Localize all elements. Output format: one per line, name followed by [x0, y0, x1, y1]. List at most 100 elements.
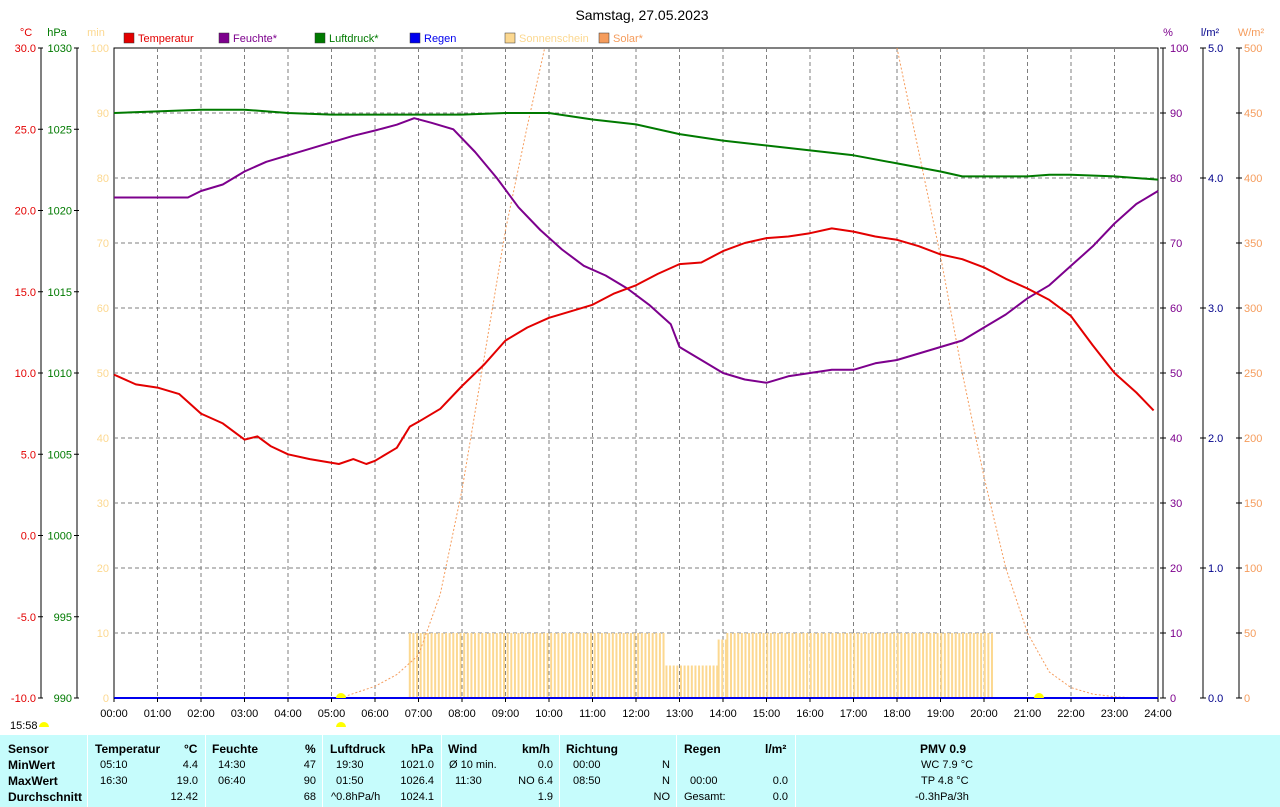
sunshine-tick-label: 30 — [97, 498, 109, 510]
row-label-max: MaxWert — [8, 774, 58, 788]
sunset-marker — [1034, 693, 1044, 698]
right-axes: 10090807060504030201005.04.03.02.01.00.0… — [1160, 43, 1262, 705]
row-label-min: MinWert — [8, 758, 56, 772]
solar-line-evening — [896, 47, 1137, 699]
temp-unit: °C — [20, 27, 32, 39]
solar-tick-label: 300 — [1244, 303, 1262, 315]
sunshine-tick-label: 50 — [97, 368, 109, 380]
grid — [113, 47, 1159, 699]
temperature-min-time: 05:10 — [100, 759, 128, 771]
legend-swatch — [314, 32, 326, 44]
rain-tick-label: 2.0 — [1208, 433, 1223, 445]
x-tick-label: 23:00 — [1101, 708, 1129, 720]
legend-label: Regen — [424, 33, 456, 45]
series-lines — [113, 47, 1159, 699]
sunshine-tick-label: 40 — [97, 433, 109, 445]
x-tick-label: 10:00 — [535, 708, 563, 720]
humidity-tick-label: 10 — [1170, 628, 1182, 640]
sunshine-tick-label: 60 — [97, 303, 109, 315]
sunshine-unit: min — [87, 27, 105, 39]
pressure-tick-label: 1005 — [48, 449, 72, 461]
temperature-line — [113, 227, 1155, 465]
row-label-avg: Durchschnitt — [8, 790, 83, 804]
legend-swatch — [409, 32, 421, 44]
wind-avg: 1.9 — [537, 791, 553, 803]
x-tick-label: 16:00 — [796, 708, 824, 720]
temperature-header: Temperatur — [95, 742, 161, 756]
direction-header: Richtung — [566, 742, 618, 756]
legend-label: Solar* — [613, 33, 644, 45]
pmv-header: PMV 0.9 — [920, 742, 967, 756]
wind-chill: WC 7.9 °C — [921, 759, 974, 771]
axis-units: °C hPa min% l/m² W/m² — [20, 27, 1265, 39]
rain-max: 0.0 — [772, 775, 788, 787]
temp-tick-label: 5.0 — [21, 449, 36, 461]
rain-total-label: Gesamt: — [684, 791, 726, 803]
wind-min: 0.0 — [537, 759, 553, 771]
sunrise-marker — [336, 722, 346, 727]
humidity-tick-label: 70 — [1170, 238, 1182, 250]
temp-tick-label: 20.0 — [15, 206, 36, 218]
x-tick-label: 05:00 — [318, 708, 346, 720]
pressure-trend: ^0.8hPa/h — [331, 791, 381, 803]
pressure-avg: 1024.1 — [400, 791, 434, 803]
wind-min-label: Ø 10 min. — [449, 759, 497, 771]
pressure-tick-label: 990 — [54, 693, 72, 705]
x-tick-label: 08:00 — [448, 708, 476, 720]
x-tick-label: 00:00 — [100, 708, 128, 720]
legend-label: Sonnenschein — [519, 33, 589, 45]
rain-total: 0.0 — [772, 791, 788, 803]
solar-tick-label: 200 — [1244, 433, 1262, 445]
left-axes: 30.025.020.015.010.05.00.0-5.0-10.010301… — [11, 43, 109, 705]
legend-swatch — [218, 32, 230, 44]
solar-line-morning — [340, 47, 546, 699]
rain-unit: l/m² — [765, 742, 787, 756]
solar-tick-label: 350 — [1244, 238, 1262, 250]
dew-point: TP 4.8 °C — [921, 775, 969, 787]
humidity-tick-label: 60 — [1170, 303, 1182, 315]
sunshine-tick-label: 70 — [97, 238, 109, 250]
humidity-tick-label: 50 — [1170, 368, 1182, 380]
pressure-tick-label: 1015 — [48, 287, 72, 299]
solar-tick-label: 50 — [1244, 628, 1256, 640]
legend-label: Luftdruck* — [329, 33, 379, 45]
humidity-min-time: 14:30 — [218, 759, 246, 771]
solar-tick-label: 400 — [1244, 173, 1262, 185]
pressure-min-time: 19:30 — [336, 759, 364, 771]
humidity-tick-label: 30 — [1170, 498, 1182, 510]
solar-tick-label: 150 — [1244, 498, 1262, 510]
solar-unit: W/m² — [1238, 27, 1265, 39]
rain-header: Regen — [684, 742, 721, 756]
x-tick-label: 03:00 — [231, 708, 259, 720]
humidity-max-time: 06:40 — [218, 775, 246, 787]
sunshine-tick-label: 90 — [97, 108, 109, 120]
pressure-tick-label: 995 — [54, 612, 72, 624]
pressure-tick-label: 1020 — [48, 206, 72, 218]
solar-tick-label: 0 — [1244, 693, 1250, 705]
x-tick-label: 19:00 — [927, 708, 955, 720]
x-tick-label: 20:00 — [970, 708, 998, 720]
humidity-tick-label: 40 — [1170, 433, 1182, 445]
pressure-tick-label: 1025 — [48, 124, 72, 136]
pressure-line — [113, 108, 1159, 181]
stats-panel: Sensor MinWert MaxWert Durchschnitt Temp… — [0, 735, 1280, 807]
legend-label: Temperatur — [138, 33, 194, 45]
direction-min-time: 00:00 — [573, 759, 601, 771]
wind-header: Wind — [448, 742, 478, 756]
x-axis: 00:00 01:00 02:00 03:00 04:00 05:00 06:00 07:00… — [100, 698, 1172, 720]
humidity-avg: 68 — [303, 791, 316, 803]
x-tick-label: 09:00 — [492, 708, 520, 720]
sunrise-marker-axis — [336, 693, 346, 698]
humidity-tick-label: 0 — [1170, 693, 1176, 705]
humidity-tick-label: 20 — [1170, 563, 1182, 575]
legend-swatch — [504, 32, 516, 44]
pressure-unit: hPa — [411, 742, 434, 756]
x-tick-label: 17:00 — [840, 708, 868, 720]
direction-avg: NO — [653, 791, 671, 803]
wind-max-time: 11:30 — [455, 775, 482, 787]
pressure-min: 1021.0 — [400, 759, 434, 771]
pressure-max-time: 01:50 — [336, 775, 364, 787]
legend: Temperatur Feuchte* Luftdruck* Regen Sonnens… — [123, 32, 644, 45]
x-tick-label: 18:00 — [883, 708, 911, 720]
rain-tick-label: 4.0 — [1208, 173, 1223, 185]
